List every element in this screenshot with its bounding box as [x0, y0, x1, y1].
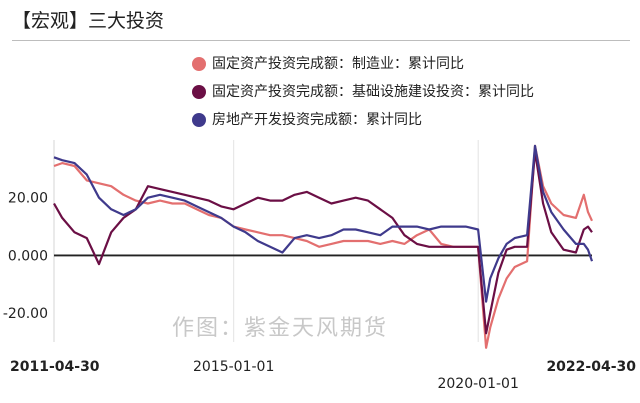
- legend-label-infrastructure: 固定资产投资完成额：基础设施建设投资：累计同比: [212, 84, 534, 100]
- title-divider: [12, 40, 630, 41]
- page-title: 【宏观】三大投资: [12, 10, 165, 32]
- legend-label-manufacturing: 固定资产投资完成额：制造业：累计同比: [212, 56, 464, 72]
- x-tick-label-2: 2020-01-01: [437, 376, 518, 392]
- y-tick-label-1: 0.000: [8, 248, 48, 264]
- legend-swatch-infrastructure: [192, 85, 206, 99]
- x-tick-label-1: 2015-01-01: [193, 359, 274, 375]
- series-line-infrastructure: [53, 150, 593, 335]
- series-line-manufacturing: [53, 144, 593, 349]
- x-tick-label-3: 2022-04-30: [546, 359, 636, 375]
- legend-swatch-real-estate: [192, 113, 206, 127]
- watermark: 作图：紫金天风期货: [172, 316, 389, 341]
- legend-label-real-estate: 房地产开发投资完成额：累计同比: [212, 112, 422, 128]
- x-tick-label-0: 2011-04-30: [10, 359, 100, 375]
- series-line-real-estate: [53, 144, 594, 303]
- y-tick-label-2: -20.00: [3, 306, 48, 322]
- y-tick-label-0: 20.00: [8, 191, 48, 207]
- legend-swatch-manufacturing: [192, 57, 206, 71]
